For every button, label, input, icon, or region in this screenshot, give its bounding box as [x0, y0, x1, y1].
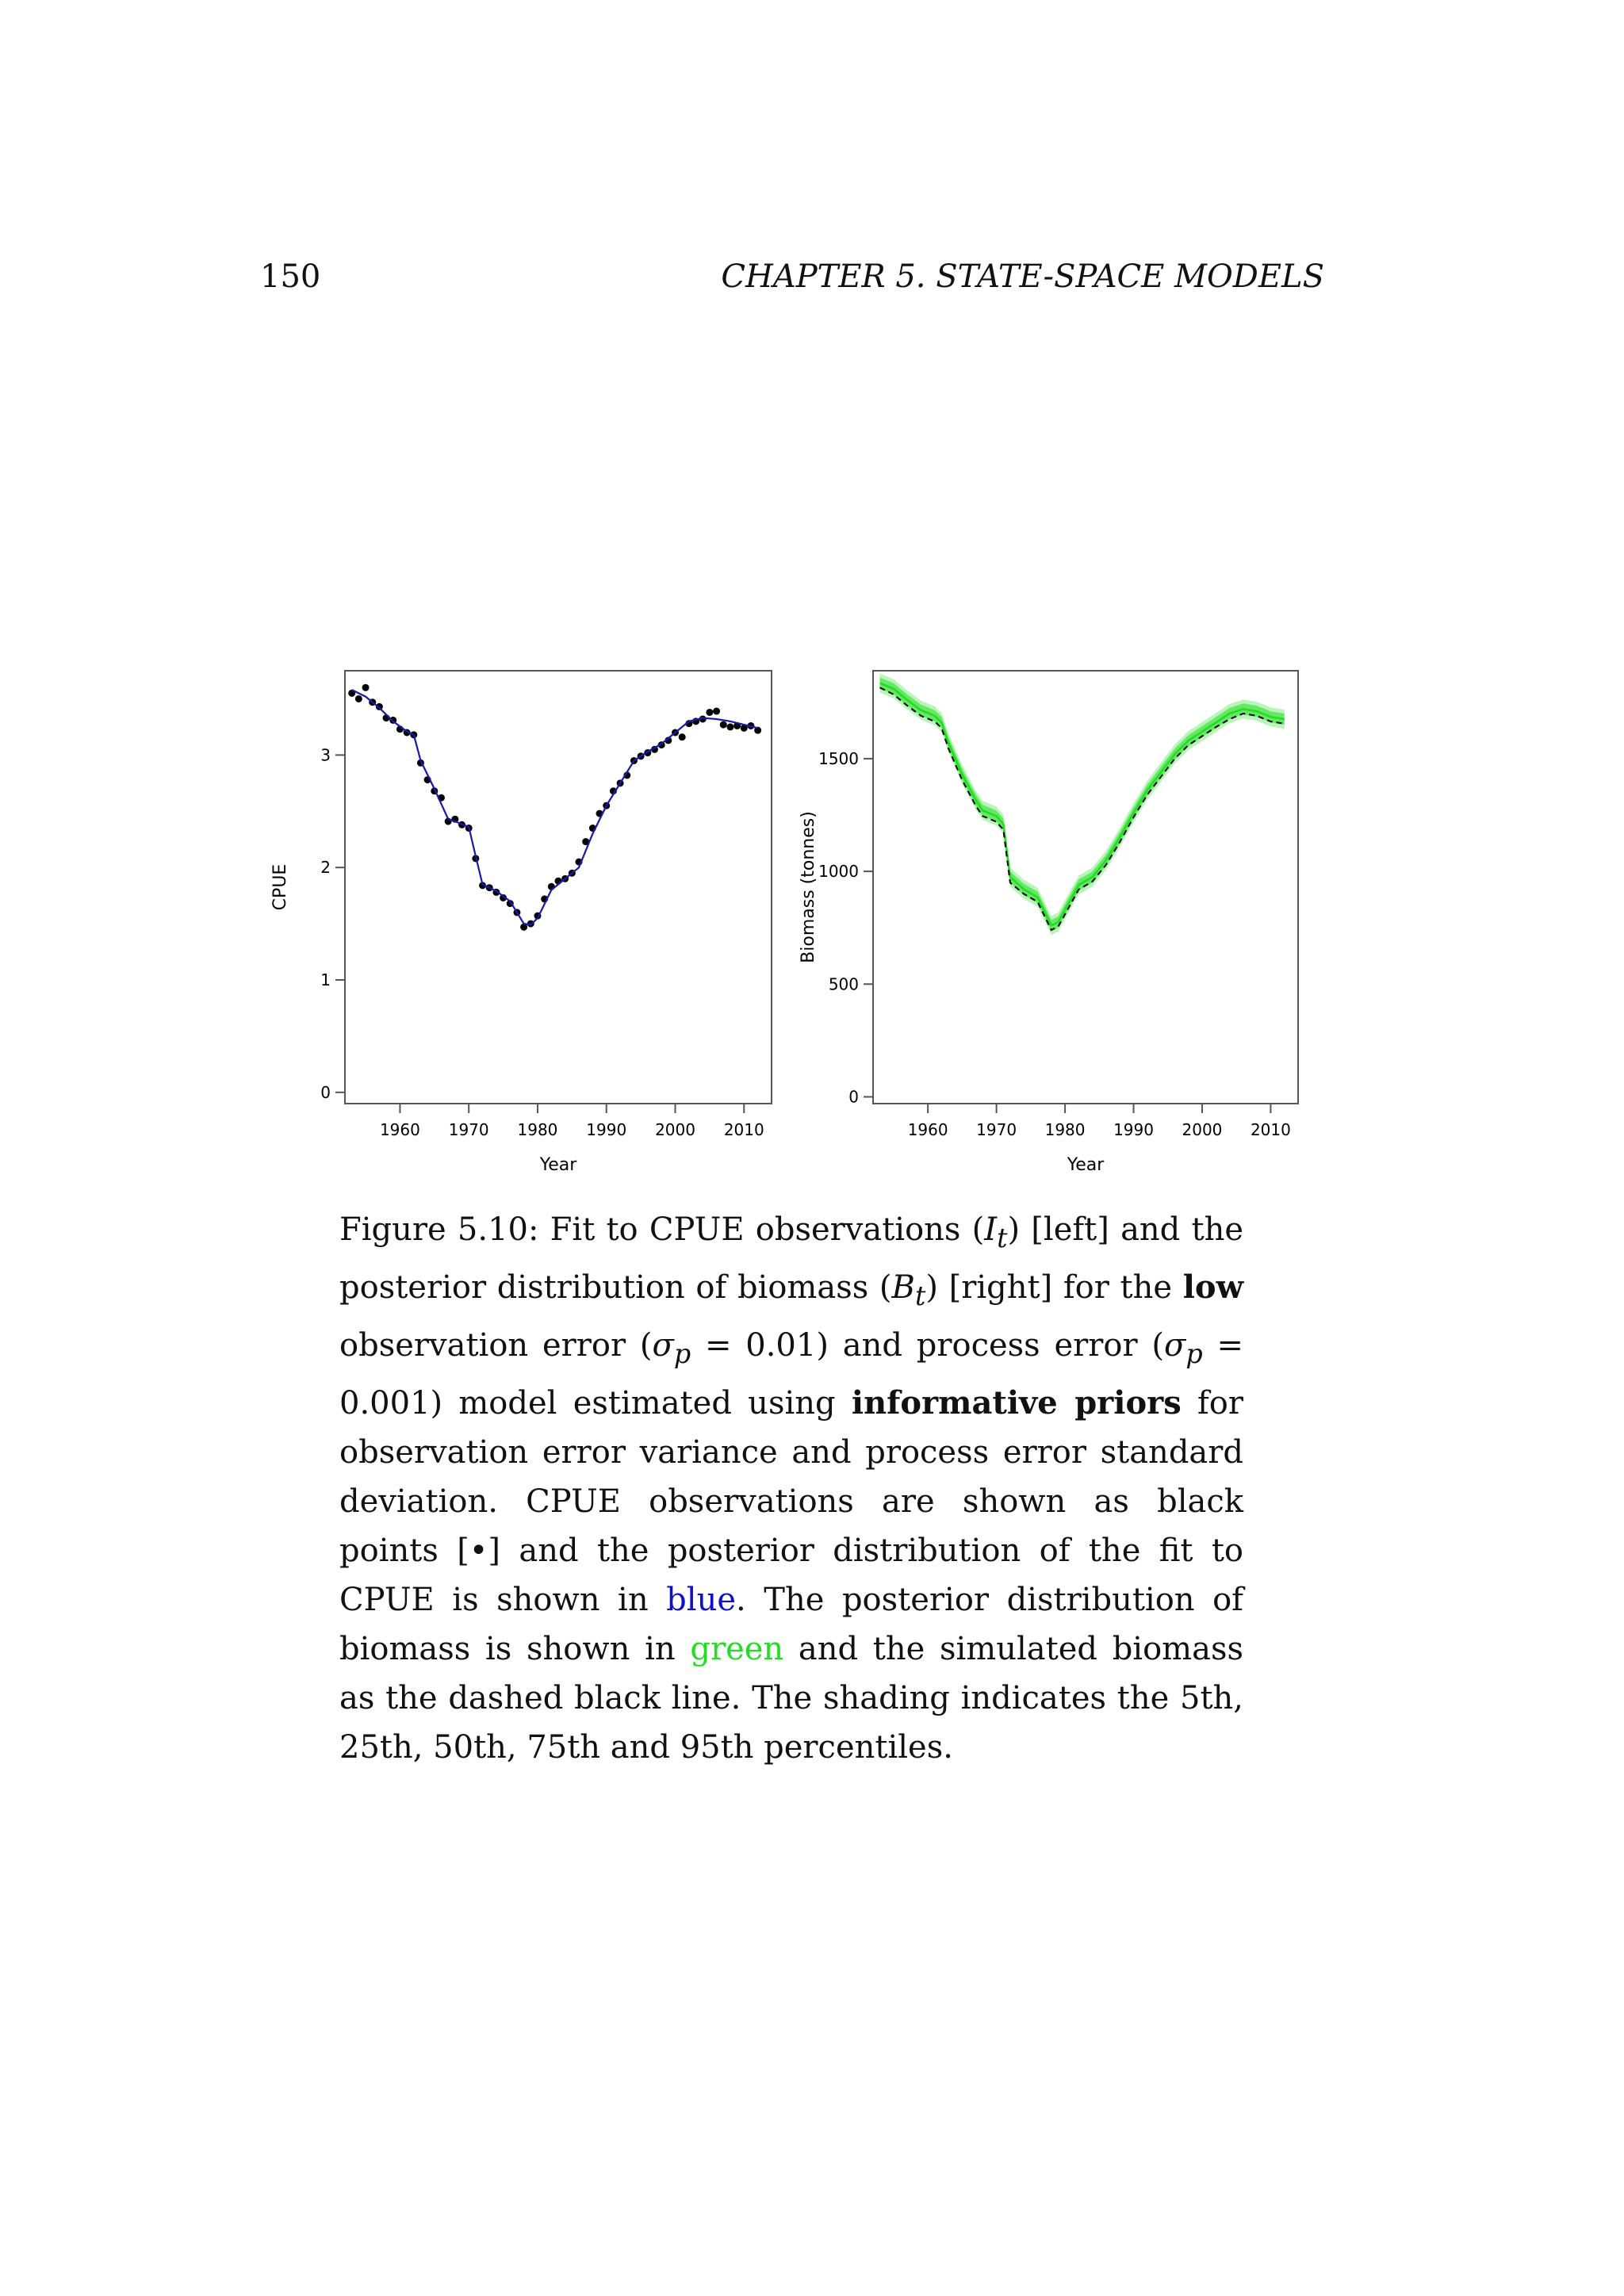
- cpue-x-label: Year: [539, 1155, 578, 1175]
- caption-text: and the simulated biomass as the dashed …: [339, 1631, 1243, 1766]
- cpue-observation-point: [678, 733, 686, 741]
- biomass-x-axis: 1960 1970 1980 1990 2000 2010: [908, 1104, 1291, 1139]
- cpue-y-tick-label: 1: [320, 970, 331, 989]
- caption-text: = 0.001) model estimated using: [339, 1327, 1243, 1422]
- cpue-y-tick-label: 2: [320, 858, 331, 877]
- biomass-x-tick-label: 2010: [1251, 1120, 1291, 1139]
- caption-text: for observation error variance and proce…: [339, 1385, 1243, 1618]
- cpue-plot-frame: [344, 670, 772, 1104]
- biomass-y-label: Biomass (tonnes): [799, 811, 818, 963]
- cpue-marks: [348, 683, 762, 931]
- biomass-x-tick-label: 1960: [908, 1120, 948, 1139]
- caption-math: I: [984, 1211, 998, 1248]
- cpue-x-tick-label: 1970: [449, 1120, 489, 1139]
- caption-math: σ: [652, 1327, 674, 1364]
- biomass-plot-frame: [872, 670, 1299, 1104]
- cpue-observation-point: [706, 708, 714, 716]
- caption-math: σ: [1164, 1327, 1186, 1364]
- caption-math-sub: t: [914, 1280, 926, 1311]
- caption-math-sub: t: [997, 1223, 1008, 1253]
- biomass-posterior-band-outer: [879, 673, 1285, 936]
- figure-caption: Figure 5.10: Fit to CPUE observations (I…: [339, 1205, 1243, 1772]
- cpue-observation-point: [754, 726, 762, 734]
- cpue-y-axis: 0 1 2 3: [320, 745, 345, 1102]
- biomass-y-tick-label: 1500: [818, 749, 859, 768]
- biomass-simulated-line: [879, 687, 1285, 932]
- cpue-x-tick-label: 2000: [655, 1120, 695, 1139]
- cpue-x-tick-label: 1990: [586, 1120, 626, 1139]
- caption-blue-word: blue: [666, 1582, 737, 1618]
- caption-text: ) [left] and the posterior distribution …: [339, 1211, 1243, 1306]
- caption-math-sub: p: [1185, 1338, 1203, 1369]
- cpue-panel: 0 1 2 3 1960 1970 1980 1990 2000 2010 CPUE Year: [270, 670, 772, 1175]
- biomass-y-tick-label: 500: [829, 974, 859, 993]
- cpue-observation-point: [520, 923, 528, 931]
- caption-math-sub: p: [673, 1338, 691, 1369]
- cpue-x-tick-label: 1960: [380, 1120, 420, 1139]
- caption-math: B: [891, 1269, 915, 1306]
- caption-text: Figure 5.10: Fit to CPUE observations (: [339, 1211, 985, 1248]
- cpue-y-tick-label: 0: [320, 1083, 331, 1102]
- caption-bold: informative priors: [851, 1384, 1182, 1422]
- cpue-observation-point: [719, 721, 727, 729]
- cpue-observation-point: [362, 683, 370, 691]
- cpue-fit-line: [351, 689, 758, 926]
- biomass-x-tick-label: 2000: [1182, 1120, 1223, 1139]
- cpue-y-label: CPUE: [270, 864, 290, 911]
- cpue-observation-point: [582, 838, 590, 846]
- biomass-posterior-median-line: [879, 682, 1285, 928]
- cpue-x-tick-label: 2010: [724, 1120, 764, 1139]
- biomass-x-label: Year: [1067, 1155, 1105, 1175]
- biomass-x-tick-label: 1980: [1045, 1120, 1086, 1139]
- cpue-x-axis: 1960 1970 1980 1990 2000 2010: [380, 1104, 764, 1139]
- caption-green-word: green: [690, 1631, 784, 1667]
- cpue-observation-point: [713, 707, 721, 715]
- cpue-y-tick-label: 3: [320, 745, 331, 764]
- biomass-x-tick-label: 1990: [1113, 1120, 1154, 1139]
- biomass-x-tick-label: 1970: [976, 1120, 1017, 1139]
- caption-text: . The posterior distribution of biomass …: [339, 1582, 1243, 1667]
- biomass-y-axis: 0 500 1000 1500: [818, 749, 873, 1106]
- cpue-observation-point: [740, 724, 748, 732]
- cpue-x-tick-label: 1980: [518, 1120, 558, 1139]
- biomass-posterior-band-inner: [879, 677, 1285, 932]
- cpue-observation-point: [479, 882, 487, 890]
- caption-text: ) [right] for the: [925, 1269, 1183, 1306]
- biomass-y-tick-label: 1000: [818, 862, 859, 881]
- biomass-marks: [879, 673, 1285, 936]
- running-head: CHAPTER 5. STATE-SPACE MODELS: [721, 258, 1324, 295]
- biomass-y-tick-label: 0: [848, 1087, 859, 1106]
- cpue-observation-point: [500, 894, 508, 901]
- cpue-observation-point: [354, 695, 362, 702]
- biomass-panel: 0 500 1000 1500 1960 1970 1980 1990 2000 2010 Bi…: [799, 670, 1299, 1175]
- caption-bold: low: [1182, 1269, 1243, 1306]
- caption-text: = 0.01) and process error (: [691, 1327, 1165, 1364]
- page-number: 150: [260, 258, 321, 295]
- cpue-observation-point: [726, 723, 734, 731]
- caption-text: observation error (: [339, 1327, 653, 1364]
